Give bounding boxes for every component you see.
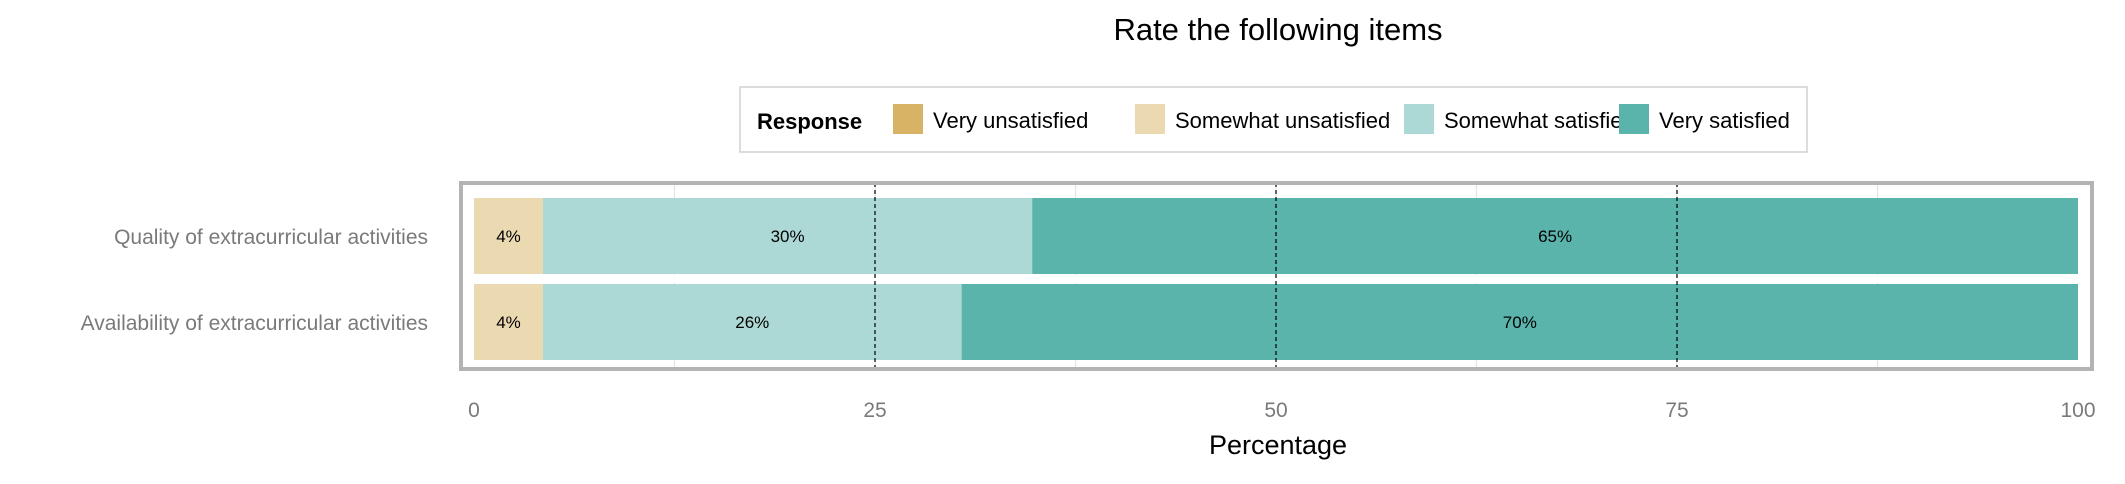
legend: Response Very unsatisfied Somewhat unsati… (739, 86, 1808, 153)
bar-somewhat-unsatisfied (474, 284, 543, 360)
bars: 4% 30% 65% 4% 26% 70% (461, 198, 2092, 360)
data-label: 70% (1503, 313, 1537, 332)
legend-swatch-somewhat-unsatisfied (1135, 104, 1165, 134)
bar-very-satisfied (1032, 198, 2078, 274)
chart-title: Rate the following items (1113, 12, 1442, 47)
data-label: 4% (496, 313, 521, 332)
bar-very-satisfied (961, 284, 2079, 360)
data-label: 4% (496, 227, 521, 246)
panel-border (459, 181, 2094, 371)
value-axis: 0 25 50 75 100 (468, 399, 2095, 422)
legend-swatch-very-satisfied (1619, 104, 1649, 134)
legend-label: Very satisfied (1659, 108, 1790, 133)
x-tick-label: 100 (2060, 399, 2095, 422)
reference-lines (874, 183, 1678, 369)
category-label: Availability of extracurricular activiti… (81, 312, 428, 335)
legend-title: Response (757, 109, 862, 134)
x-axis-title: Percentage (1209, 430, 1347, 460)
data-label: 26% (735, 313, 769, 332)
plot-area: 4% 30% 65% 4% 26% 70% (459, 181, 2094, 371)
legend-label: Somewhat unsatisfied (1175, 108, 1390, 133)
bar-somewhat-unsatisfied (474, 198, 543, 274)
legend-swatch-very-unsatisfied (893, 104, 923, 134)
category-axis: Quality of extracurricular activities Ava… (81, 226, 428, 335)
legend-label: Very unsatisfied (933, 108, 1088, 133)
legend-swatch-somewhat-satisfied (1404, 104, 1434, 134)
bar-somewhat-satisfied (542, 284, 962, 360)
x-tick-label: 75 (1665, 399, 1688, 422)
category-label: Quality of extracurricular activities (114, 226, 428, 249)
bar-somewhat-satisfied (542, 198, 1033, 274)
legend-label: Somewhat satisfied (1444, 108, 1635, 133)
x-tick-label: 25 (863, 399, 886, 422)
x-tick-label: 50 (1264, 399, 1287, 422)
x-tick-label: 0 (468, 399, 480, 422)
data-label: 65% (1538, 227, 1572, 246)
data-label: 30% (771, 227, 805, 246)
panel-frame (459, 181, 2094, 371)
